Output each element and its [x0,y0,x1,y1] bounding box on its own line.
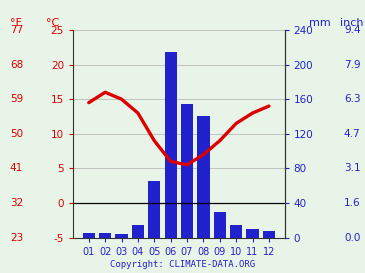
Bar [246,229,259,238]
Text: 59: 59 [10,94,23,104]
Bar [197,117,210,238]
Bar [99,233,111,238]
Text: 23: 23 [10,233,23,242]
Text: 6.3: 6.3 [344,94,361,104]
Bar [165,52,177,238]
Text: °F: °F [11,18,22,28]
Text: 3.1: 3.1 [344,163,361,173]
Text: 4.7: 4.7 [344,129,361,139]
Bar [148,181,161,238]
Bar [82,233,95,238]
Text: 41: 41 [10,163,23,173]
Bar [263,231,275,238]
Bar [230,224,242,238]
Bar [115,234,128,238]
Text: 0.0: 0.0 [344,233,360,242]
Text: inch: inch [341,18,364,28]
Text: 9.4: 9.4 [344,25,361,35]
Text: 68: 68 [10,60,23,70]
Bar [132,224,144,238]
Text: 77: 77 [10,25,23,35]
Text: Copyright: CLIMATE-DATA.ORG: Copyright: CLIMATE-DATA.ORG [110,260,255,269]
Text: °C: °C [46,18,59,28]
Text: mm: mm [308,18,330,28]
Text: 1.6: 1.6 [344,198,361,208]
Text: 32: 32 [10,198,23,208]
Text: 50: 50 [10,129,23,139]
Bar [214,212,226,238]
Bar [181,103,193,238]
Text: 7.9: 7.9 [344,60,361,70]
